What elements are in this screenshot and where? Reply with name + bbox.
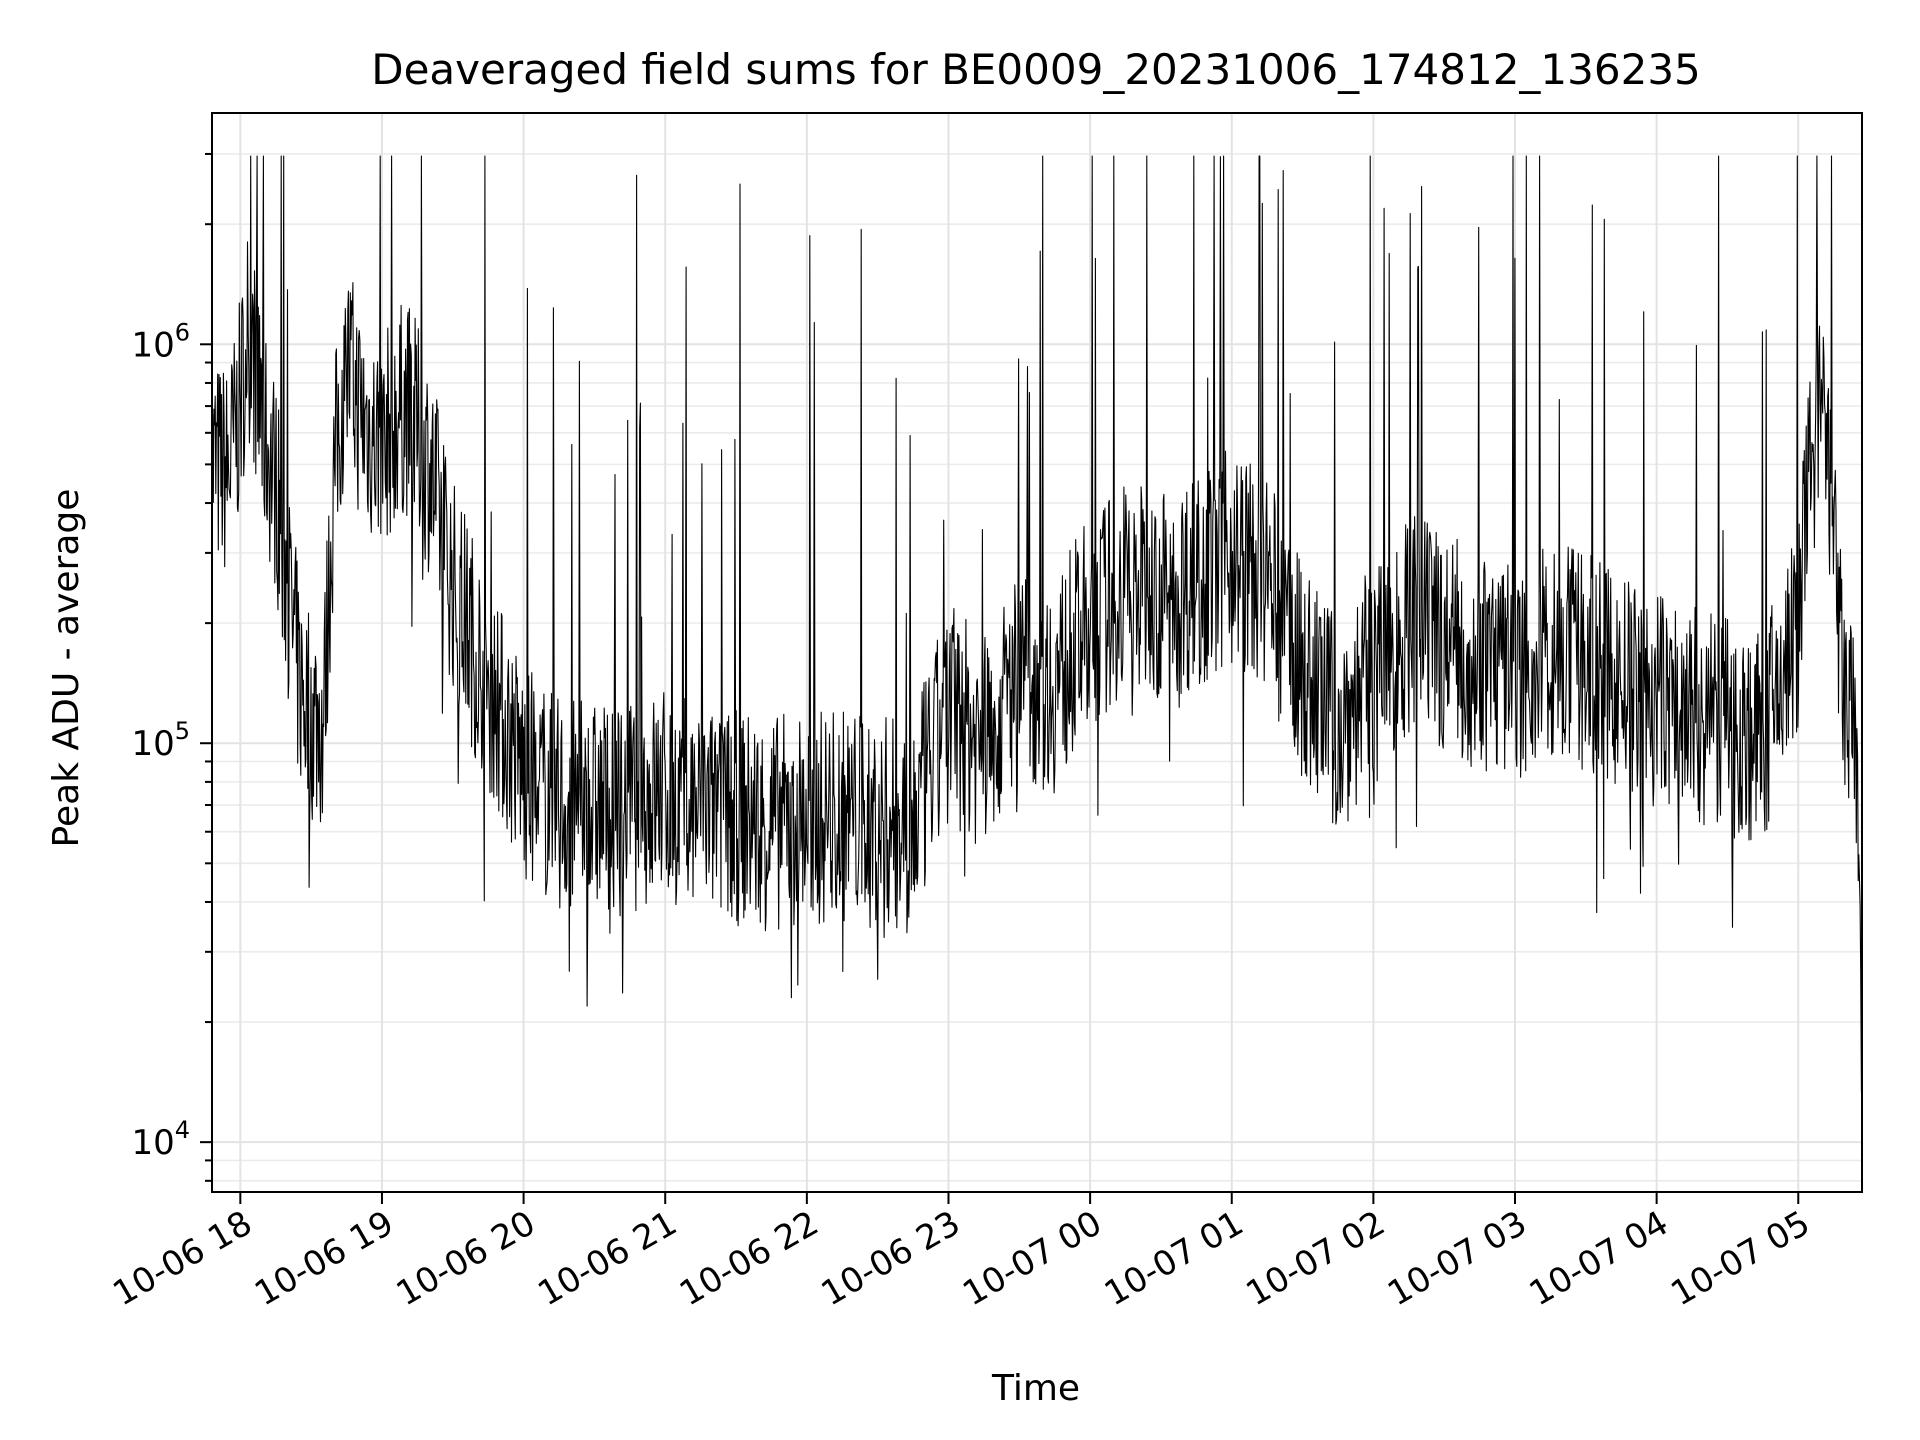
x-tick-label: 10-06 19 xyxy=(248,1203,400,1314)
y-tick-label: 104 xyxy=(131,1116,190,1163)
series-line xyxy=(211,155,1863,1111)
x-tick-label: 10-07 02 xyxy=(1239,1203,1391,1314)
x-tick-label: 10-07 05 xyxy=(1664,1203,1816,1314)
y-axis: 104 105 106 xyxy=(131,152,212,1182)
x-axis-label: Time xyxy=(991,1368,1080,1409)
plot-frame xyxy=(211,112,1863,1193)
y-tick-label: 106 xyxy=(131,318,190,365)
chart-title: Deaveraged field sums for BE0009_2023100… xyxy=(371,45,1701,94)
x-tick-label: 10-07 03 xyxy=(1381,1203,1533,1314)
x-tick-label: 10-06 22 xyxy=(673,1203,825,1314)
x-tick-label: 10-06 18 xyxy=(106,1203,258,1314)
x-tick-label: 10-07 04 xyxy=(1523,1203,1675,1314)
x-tick-label: 10-06 21 xyxy=(531,1203,683,1314)
plot-area xyxy=(211,155,1863,1111)
y-tick-label: 105 xyxy=(131,717,190,764)
x-tick-label: 10-07 01 xyxy=(1098,1203,1250,1314)
x-tick-label: 10-07 00 xyxy=(956,1203,1108,1314)
x-tick-label: 10-06 20 xyxy=(390,1203,542,1314)
x-tick-label: 10-06 23 xyxy=(815,1203,967,1314)
y-axis-label: Peak ADU - average xyxy=(46,489,87,848)
grid xyxy=(212,113,1862,1192)
